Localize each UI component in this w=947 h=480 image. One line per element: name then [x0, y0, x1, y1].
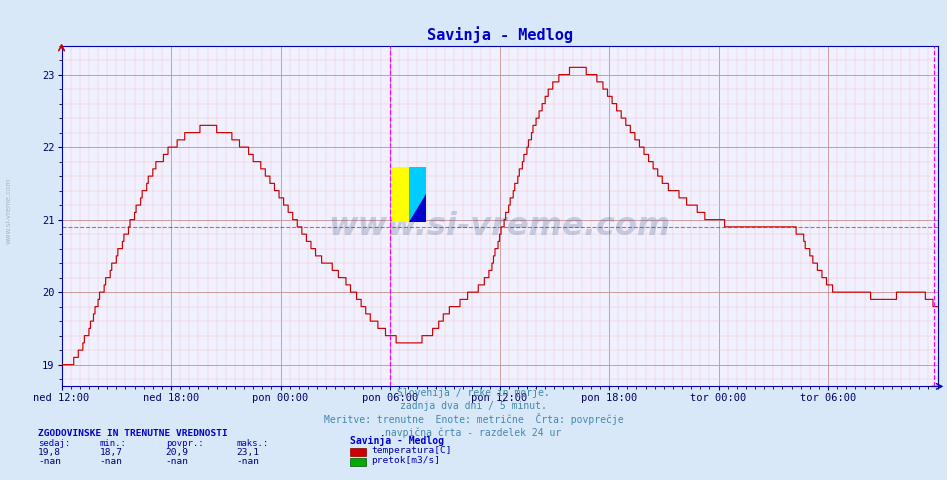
Text: Slovenija / reke in morje.: Slovenija / reke in morje. [397, 388, 550, 398]
Text: zadnja dva dni / 5 minut.: zadnja dva dni / 5 minut. [400, 401, 547, 411]
Text: min.:: min.: [99, 439, 126, 448]
Text: -nan: -nan [38, 456, 61, 466]
Text: pretok[m3/s]: pretok[m3/s] [371, 456, 440, 465]
Text: temperatura[C]: temperatura[C] [371, 446, 452, 455]
Title: Savinja - Medlog: Savinja - Medlog [426, 26, 573, 43]
Text: -nan: -nan [237, 456, 259, 466]
Text: www.si-vreme.com: www.si-vreme.com [329, 211, 670, 242]
Text: 19,8: 19,8 [38, 448, 61, 457]
Text: navpična črta - razdelek 24 ur: navpična črta - razdelek 24 ur [385, 428, 562, 438]
Text: 20,9: 20,9 [166, 448, 188, 457]
Text: sedaj:: sedaj: [38, 439, 70, 448]
Text: 18,7: 18,7 [99, 448, 122, 457]
Text: Savinja - Medlog: Savinja - Medlog [350, 435, 444, 446]
Text: 23,1: 23,1 [237, 448, 259, 457]
Text: maks.:: maks.: [237, 439, 269, 448]
Bar [409, 167, 426, 222]
Text: povpr.:: povpr.: [166, 439, 204, 448]
Polygon shape [409, 194, 426, 222]
Bar [392, 167, 409, 222]
Text: Meritve: trenutne  Enote: metrične  Črta: povprečje: Meritve: trenutne Enote: metrične Črta: … [324, 413, 623, 425]
Text: -nan: -nan [99, 456, 122, 466]
Text: ZGODOVINSKE IN TRENUTNE VREDNOSTI: ZGODOVINSKE IN TRENUTNE VREDNOSTI [38, 429, 227, 438]
Text: -nan: -nan [166, 456, 188, 466]
Text: www.si-vreme.com: www.si-vreme.com [6, 178, 11, 244]
